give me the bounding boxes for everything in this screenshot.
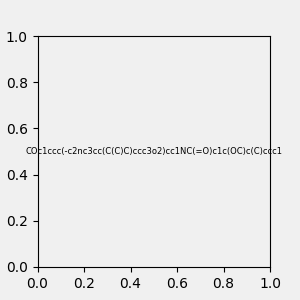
Text: COc1ccc(-c2nc3cc(C(C)C)ccc3o2)cc1NC(=O)c1c(OC)c(C)ccc1: COc1ccc(-c2nc3cc(C(C)C)ccc3o2)cc1NC(=O)c… bbox=[25, 147, 282, 156]
